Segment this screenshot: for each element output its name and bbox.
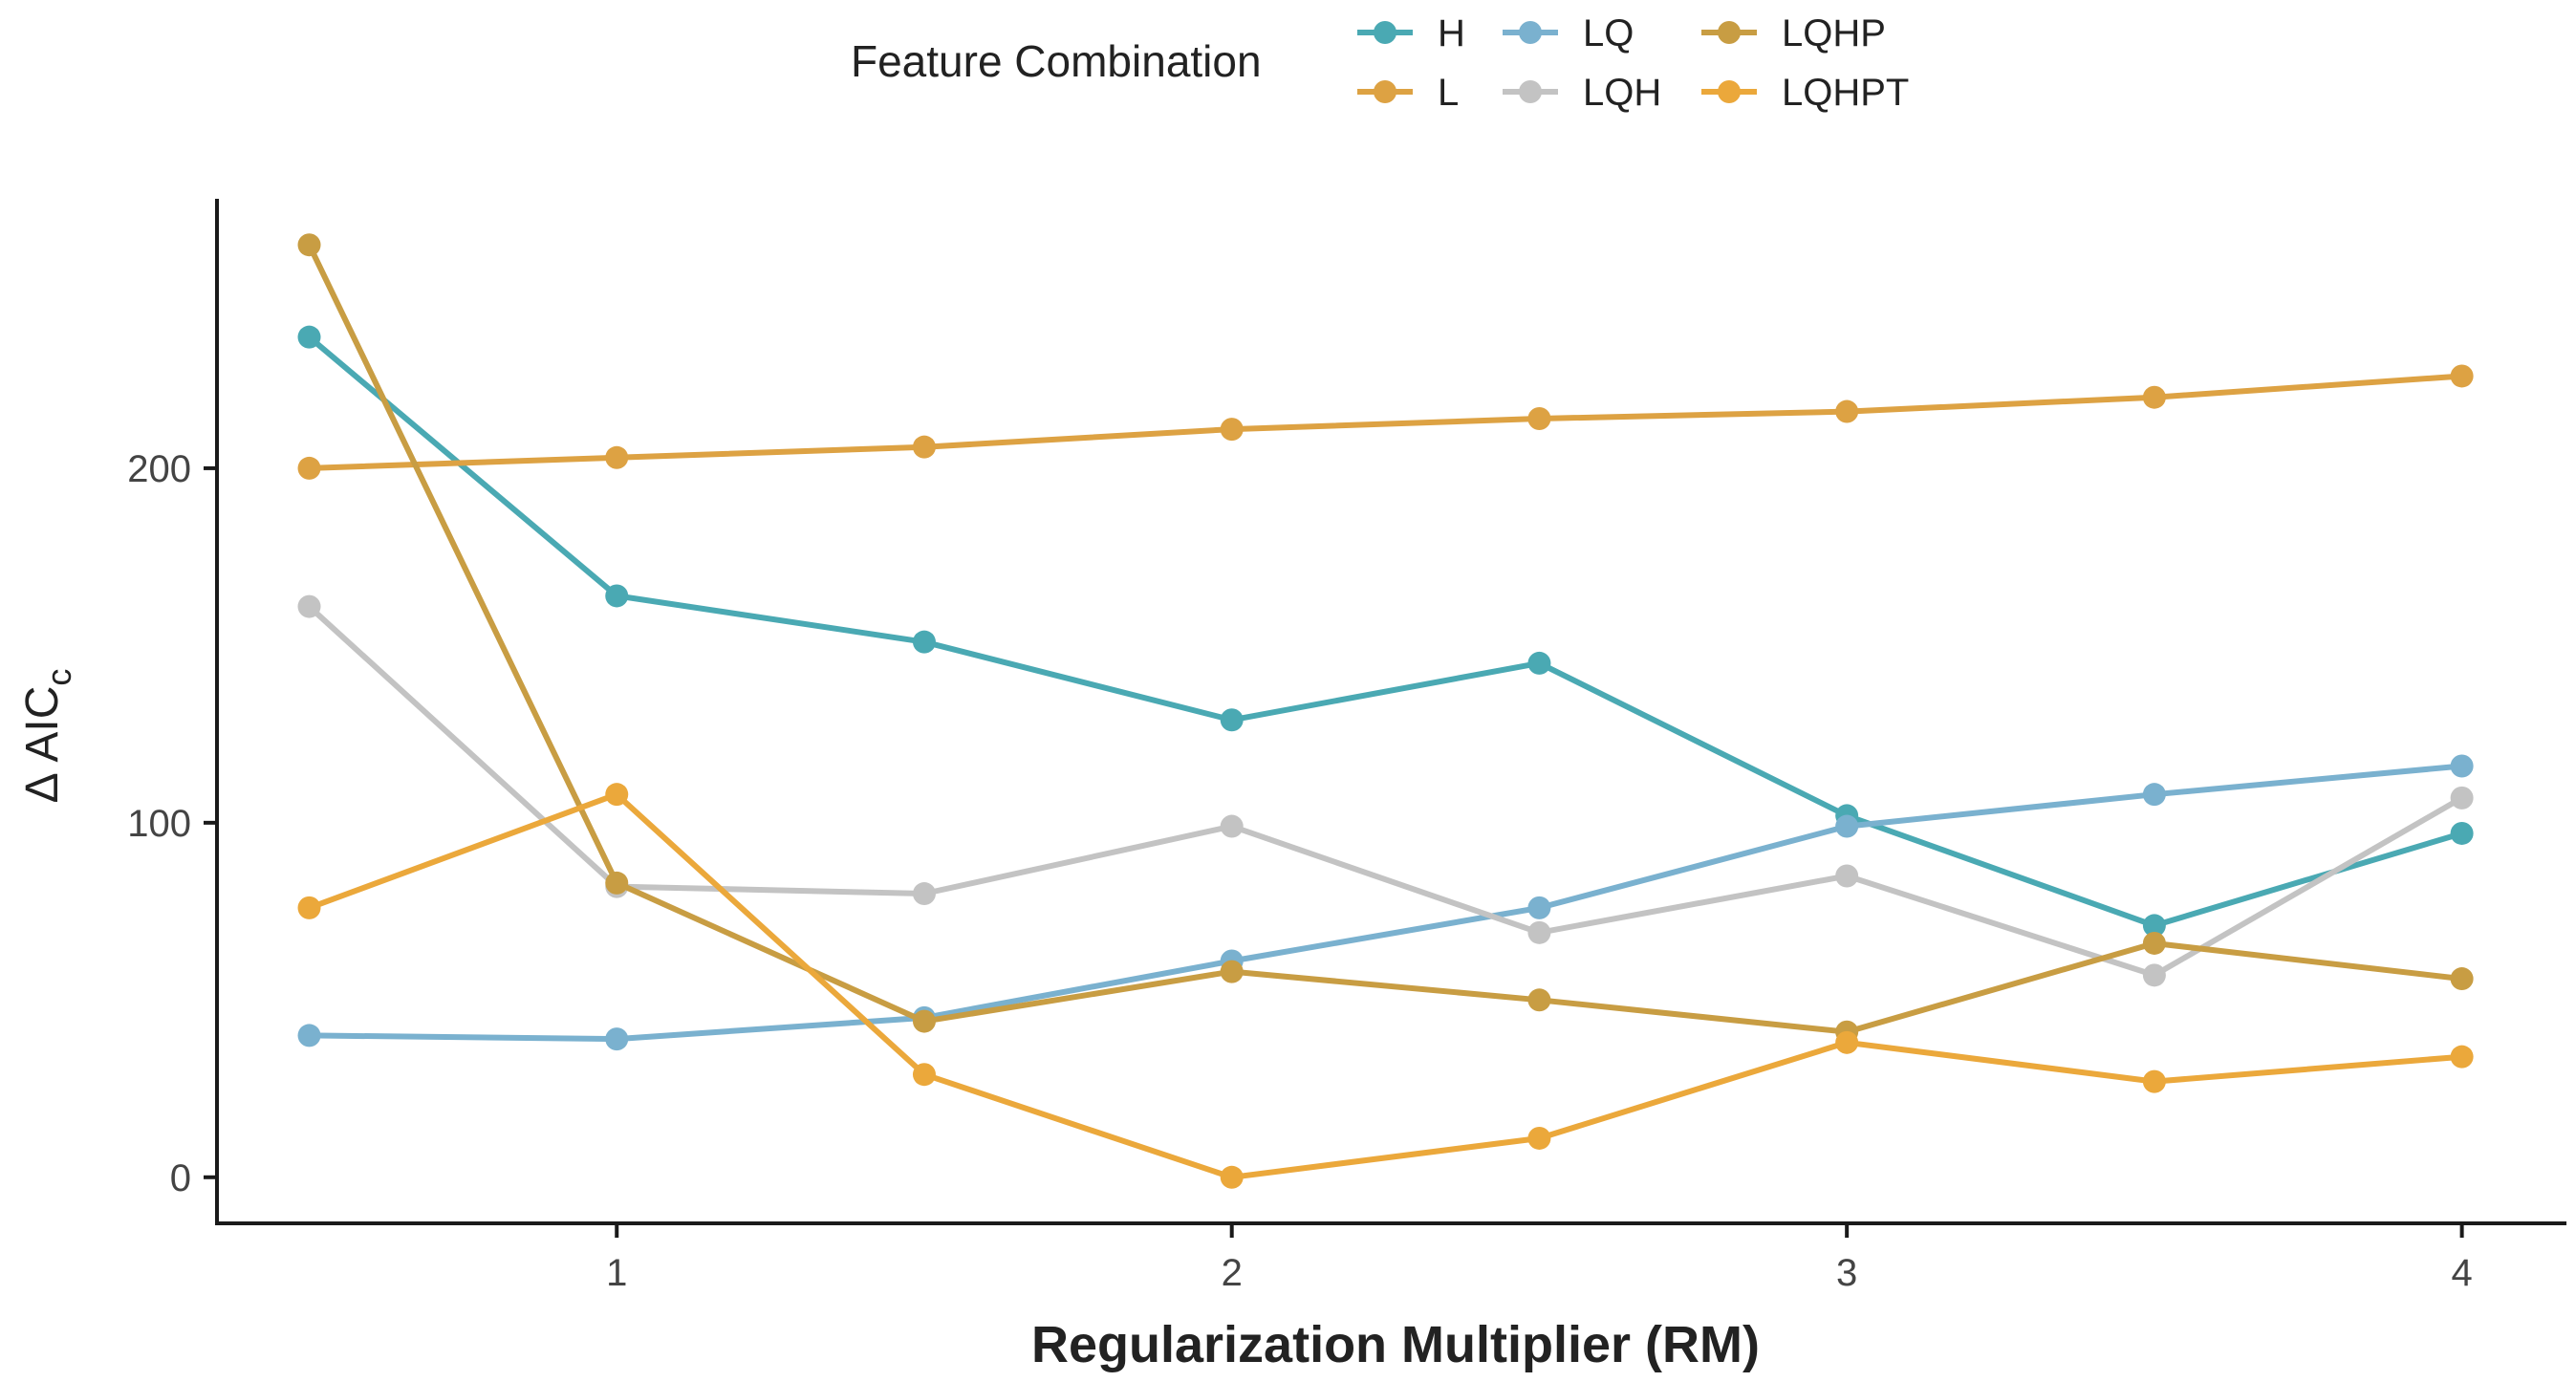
- data-point-lqhpt-3: [1220, 1165, 1244, 1189]
- data-point-lqhpt-0: [297, 896, 321, 919]
- data-point-lqhp-4: [1527, 988, 1551, 1012]
- legend-item-lq: LQ: [1503, 12, 1634, 54]
- series-line-lqhp: [306, 242, 2465, 1035]
- legend-label-l: L: [1438, 72, 1459, 114]
- data-point-lq-4: [1527, 896, 1551, 919]
- series-line-h: [306, 334, 2465, 929]
- data-point-h-0: [297, 325, 321, 349]
- data-point-lqh-6: [2142, 963, 2166, 987]
- data-point-lqh-4: [1527, 920, 1551, 944]
- legend-item-lqhpt: LQHPT: [1701, 72, 1909, 114]
- data-point-h-1: [605, 584, 629, 608]
- legend-key-point-lq: [1519, 21, 1542, 44]
- legend-key-point-lqhp: [1718, 21, 1741, 44]
- series-line-lq: [306, 763, 2465, 1043]
- data-point-lqhpt-1: [605, 783, 629, 807]
- data-point-lqhpt-6: [2142, 1069, 2166, 1093]
- legend-label-lq: LQ: [1583, 12, 1634, 54]
- legend: Feature Combination HL LQ LQH LQHP LQHPT: [851, 12, 1909, 114]
- x-tick-label-4: 4: [2451, 1252, 2472, 1294]
- data-point-lqh-3: [1220, 814, 1244, 838]
- data-point-h-7: [2450, 821, 2474, 845]
- data-point-lqhp-3: [1220, 960, 1244, 983]
- series-line-lqhpt: [306, 791, 2465, 1180]
- y-axis-ticks: 0 100 200: [127, 448, 217, 1199]
- data-point-lq-1: [605, 1027, 629, 1051]
- data-point-lqhp-0: [297, 233, 321, 257]
- legend-key-point-lqh: [1519, 80, 1542, 103]
- data-point-h-3: [1220, 708, 1244, 732]
- legend-title: Feature Combination: [851, 36, 1262, 86]
- data-point-h-2: [912, 630, 936, 654]
- legend-key-point-h: [1374, 21, 1396, 44]
- y-tick-label-100: 100: [127, 803, 191, 845]
- data-point-lqhpt-5: [1835, 1030, 1859, 1054]
- data-point-lq-0: [297, 1024, 321, 1047]
- data-point-l-6: [2142, 385, 2166, 409]
- data-point-lqhpt-2: [912, 1063, 936, 1087]
- legend-item-l: L: [1357, 72, 1459, 114]
- series-l: [297, 364, 2474, 480]
- data-point-lqh-2: [912, 882, 936, 906]
- data-point-l-5: [1835, 399, 1859, 423]
- data-point-l-0: [297, 456, 321, 480]
- data-point-l-1: [605, 445, 629, 469]
- series-layer: [297, 233, 2474, 1189]
- data-point-l-7: [2450, 364, 2474, 388]
- series-line-l: [306, 373, 2465, 471]
- data-point-l-3: [1220, 418, 1244, 442]
- series-lqhpt: [297, 783, 2474, 1189]
- data-point-l-2: [912, 435, 936, 459]
- series-h: [297, 325, 2474, 938]
- data-point-lqhpt-4: [1527, 1126, 1551, 1150]
- y-axis-title-main: Δ AIC: [17, 686, 68, 804]
- y-axis-title: Δ AICc: [17, 669, 78, 804]
- legend-item-lqh: LQH: [1503, 72, 1661, 114]
- legend-label-h: H: [1438, 12, 1465, 54]
- x-axis-title: Regularization Multiplier (RM): [1031, 1316, 1760, 1373]
- x-tick-label-2: 2: [1222, 1252, 1243, 1294]
- data-point-lq-5: [1835, 814, 1859, 838]
- series-lqhp: [297, 233, 2474, 1044]
- x-axis-ticks: 1 2 3 4: [606, 1223, 2473, 1294]
- legend-item-h: H: [1357, 12, 1465, 54]
- y-tick-label-0: 0: [170, 1157, 191, 1199]
- data-point-l-4: [1527, 406, 1551, 430]
- data-point-lqh-7: [2450, 786, 2474, 810]
- y-tick-label-200: 200: [127, 448, 191, 490]
- legend-key-point-lqhpt: [1718, 80, 1741, 103]
- y-axis-title-subscript: c: [39, 669, 78, 686]
- x-tick-label-1: 1: [606, 1252, 627, 1294]
- data-point-lqhpt-7: [2450, 1045, 2474, 1069]
- axes: 0 100 200 1 2 3 4: [127, 199, 2566, 1294]
- legend-key-point-l: [1374, 80, 1396, 103]
- data-point-lq-7: [2450, 754, 2474, 778]
- data-point-h-6: [2142, 914, 2166, 938]
- x-tick-label-3: 3: [1836, 1252, 1857, 1294]
- data-point-lqhp-6: [2142, 931, 2166, 955]
- data-point-lqhp-7: [2450, 967, 2474, 991]
- data-point-lqh-5: [1835, 864, 1859, 888]
- data-point-lqhp-2: [912, 1009, 936, 1033]
- legend-label-lqhpt: LQHPT: [1782, 72, 1909, 114]
- data-point-lqh-0: [297, 594, 321, 618]
- data-point-lqhp-1: [605, 871, 629, 895]
- legend-label-lqhp: LQHP: [1782, 12, 1886, 54]
- data-point-lq-6: [2142, 783, 2166, 807]
- legend-item-lqhp: LQHP: [1701, 12, 1886, 54]
- legend-label-lqh: LQH: [1583, 72, 1661, 114]
- data-point-h-4: [1527, 651, 1551, 675]
